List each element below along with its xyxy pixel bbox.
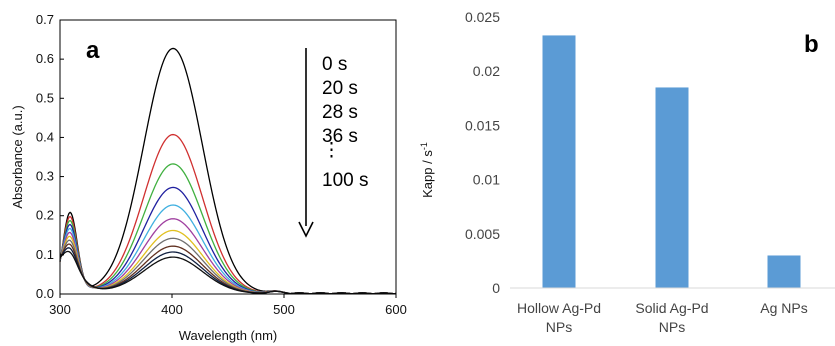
y-tick-label: 0.1 [36,247,54,262]
category-label: NPs [659,319,685,335]
y-tick-label: 0.0 [36,286,54,301]
category-label: Hollow Ag-Pd [517,300,601,316]
time-label: 28 s [322,102,358,123]
y-tick-label: 0.01 [473,172,500,188]
time-annotation: 0 s 20 s 28 s 36 s⋮ 100 s [322,54,368,191]
spectrum-line [59,133,397,295]
spectrum-line [59,250,397,295]
bar [542,35,576,288]
y-tick-label: 0.4 [36,129,54,144]
y-tick-label: 0 [492,280,500,296]
y-tick-label: 0.2 [36,208,54,223]
spectra-lines [59,47,397,295]
decrease-arrow-head [298,221,314,238]
x-tick-label: 500 [273,302,295,317]
bars [542,35,801,289]
category-label: Ag NPs [760,300,807,316]
category-label: NPs [546,319,572,335]
panel-label-a: a [86,37,100,64]
x-tick-label: 600 [385,302,407,317]
y-tick-label: 0.02 [473,63,500,79]
time-label: ⋮ [322,140,341,161]
plot-frame-a [59,19,397,295]
y-axis-label-a: Absorbance (a.u.) [10,105,25,208]
y-tick-label: 0.015 [465,117,500,133]
x-axis-label-a: Wavelength (nm) [179,328,278,343]
y-tick-label: 0.6 [36,51,54,66]
category-labels: Hollow Ag-Pd NPs Solid Ag-Pd NPs Ag NPs [517,300,808,335]
bar [767,255,801,288]
x-tick-label: 300 [49,302,71,317]
axis-ticks-a: 300 400 500 600 0.0 0.1 0.2 0.3 0.4 0.5 0.6 0.7 [36,12,407,317]
time-label: 0 s [322,54,347,75]
y-tick-label: 0.7 [36,12,54,27]
y-axis-label-b: Kapp / s-1 [419,142,435,198]
time-label: 100 s [322,170,368,191]
bar [655,87,689,289]
y-tick-label: 0.005 [465,226,500,242]
y-tick-label: 0.3 [36,169,54,184]
time-label: 20 s [322,78,358,99]
time-label: 36 s [322,126,358,147]
category-label: Solid Ag-Pd [635,300,708,316]
panel-label-b: b [804,31,819,58]
y-tick-label: 0.5 [36,90,54,105]
kapp-bar-chart: 0 0.005 0.01 0.015 0.02 0.025 Hollow Ag-Pd NPs… [419,9,835,335]
y-tick-label: 0.025 [465,9,500,25]
spectra-chart: 300 400 500 600 0.0 0.1 0.2 0.3 0.4 0.5 0.6 0.7 a W… [10,12,407,343]
axis-ticks-b: 0 0.005 0.01 0.015 0.02 0.025 [465,9,500,296]
x-tick-label: 400 [161,302,183,317]
